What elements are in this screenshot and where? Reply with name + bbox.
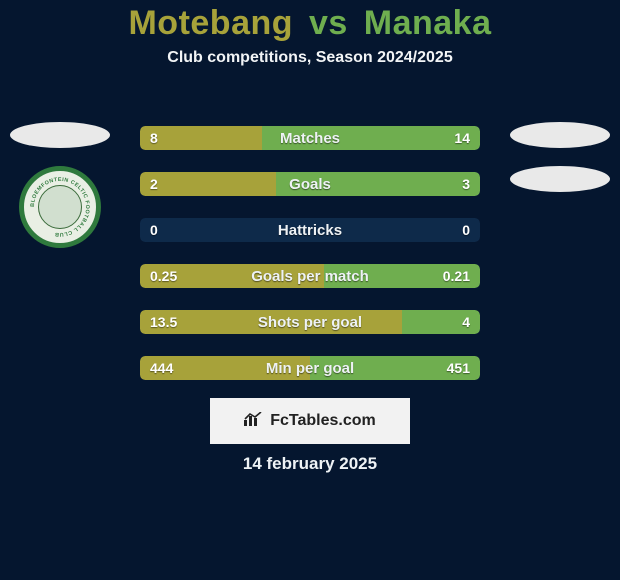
stat-row: 0.250.21Goals per match bbox=[140, 264, 480, 288]
stat-left-value: 444 bbox=[150, 356, 173, 380]
bar-left bbox=[140, 172, 276, 196]
chart-icon bbox=[244, 412, 262, 431]
stat-right-value: 3 bbox=[462, 172, 470, 196]
stat-bars-area: 814Matches23Goals00Hattricks0.250.21Goal… bbox=[140, 126, 480, 402]
brand-badge: FcTables.com bbox=[210, 398, 410, 444]
page-title: Motebang vs Manaka bbox=[0, 0, 620, 43]
title-right-player: Manaka bbox=[364, 4, 492, 42]
stat-left-value: 8 bbox=[150, 126, 158, 150]
bar-track bbox=[140, 218, 480, 242]
subtitle: Club competitions, Season 2024/2025 bbox=[0, 49, 620, 67]
left-player-badges: BLOEMFONTEIN CELTIC FOOTBALL CLUB bbox=[0, 122, 120, 248]
stat-left-value: 0.25 bbox=[150, 264, 177, 288]
right-player-badges bbox=[500, 122, 620, 192]
bar-left bbox=[140, 310, 402, 334]
right-kit-oval-1 bbox=[510, 122, 610, 148]
stat-left-value: 2 bbox=[150, 172, 158, 196]
stat-row: 13.54Shots per goal bbox=[140, 310, 480, 334]
stat-row: 23Goals bbox=[140, 172, 480, 196]
comparison-card: Motebang vs Manaka Club competitions, Se… bbox=[0, 0, 620, 580]
stat-left-value: 0 bbox=[150, 218, 158, 242]
crest-center bbox=[38, 185, 82, 229]
date-text: 14 february 2025 bbox=[0, 454, 620, 474]
stat-row: 814Matches bbox=[140, 126, 480, 150]
bar-right bbox=[276, 172, 480, 196]
stat-row: 444451Min per goal bbox=[140, 356, 480, 380]
stat-right-value: 0 bbox=[462, 218, 470, 242]
stat-right-value: 451 bbox=[447, 356, 470, 380]
title-left-player: Motebang bbox=[128, 4, 293, 42]
title-vs: vs bbox=[309, 4, 348, 42]
brand-text: FcTables.com bbox=[270, 412, 376, 430]
right-kit-oval-2 bbox=[510, 166, 610, 192]
stat-left-value: 13.5 bbox=[150, 310, 177, 334]
stat-right-value: 14 bbox=[454, 126, 470, 150]
bar-left bbox=[140, 126, 262, 150]
left-kit-oval bbox=[10, 122, 110, 148]
left-club-crest: BLOEMFONTEIN CELTIC FOOTBALL CLUB bbox=[19, 166, 101, 248]
stat-right-value: 4 bbox=[462, 310, 470, 334]
stat-row: 00Hattricks bbox=[140, 218, 480, 242]
chart-icon-svg bbox=[244, 412, 262, 426]
stat-right-value: 0.21 bbox=[443, 264, 470, 288]
bar-right bbox=[262, 126, 480, 150]
